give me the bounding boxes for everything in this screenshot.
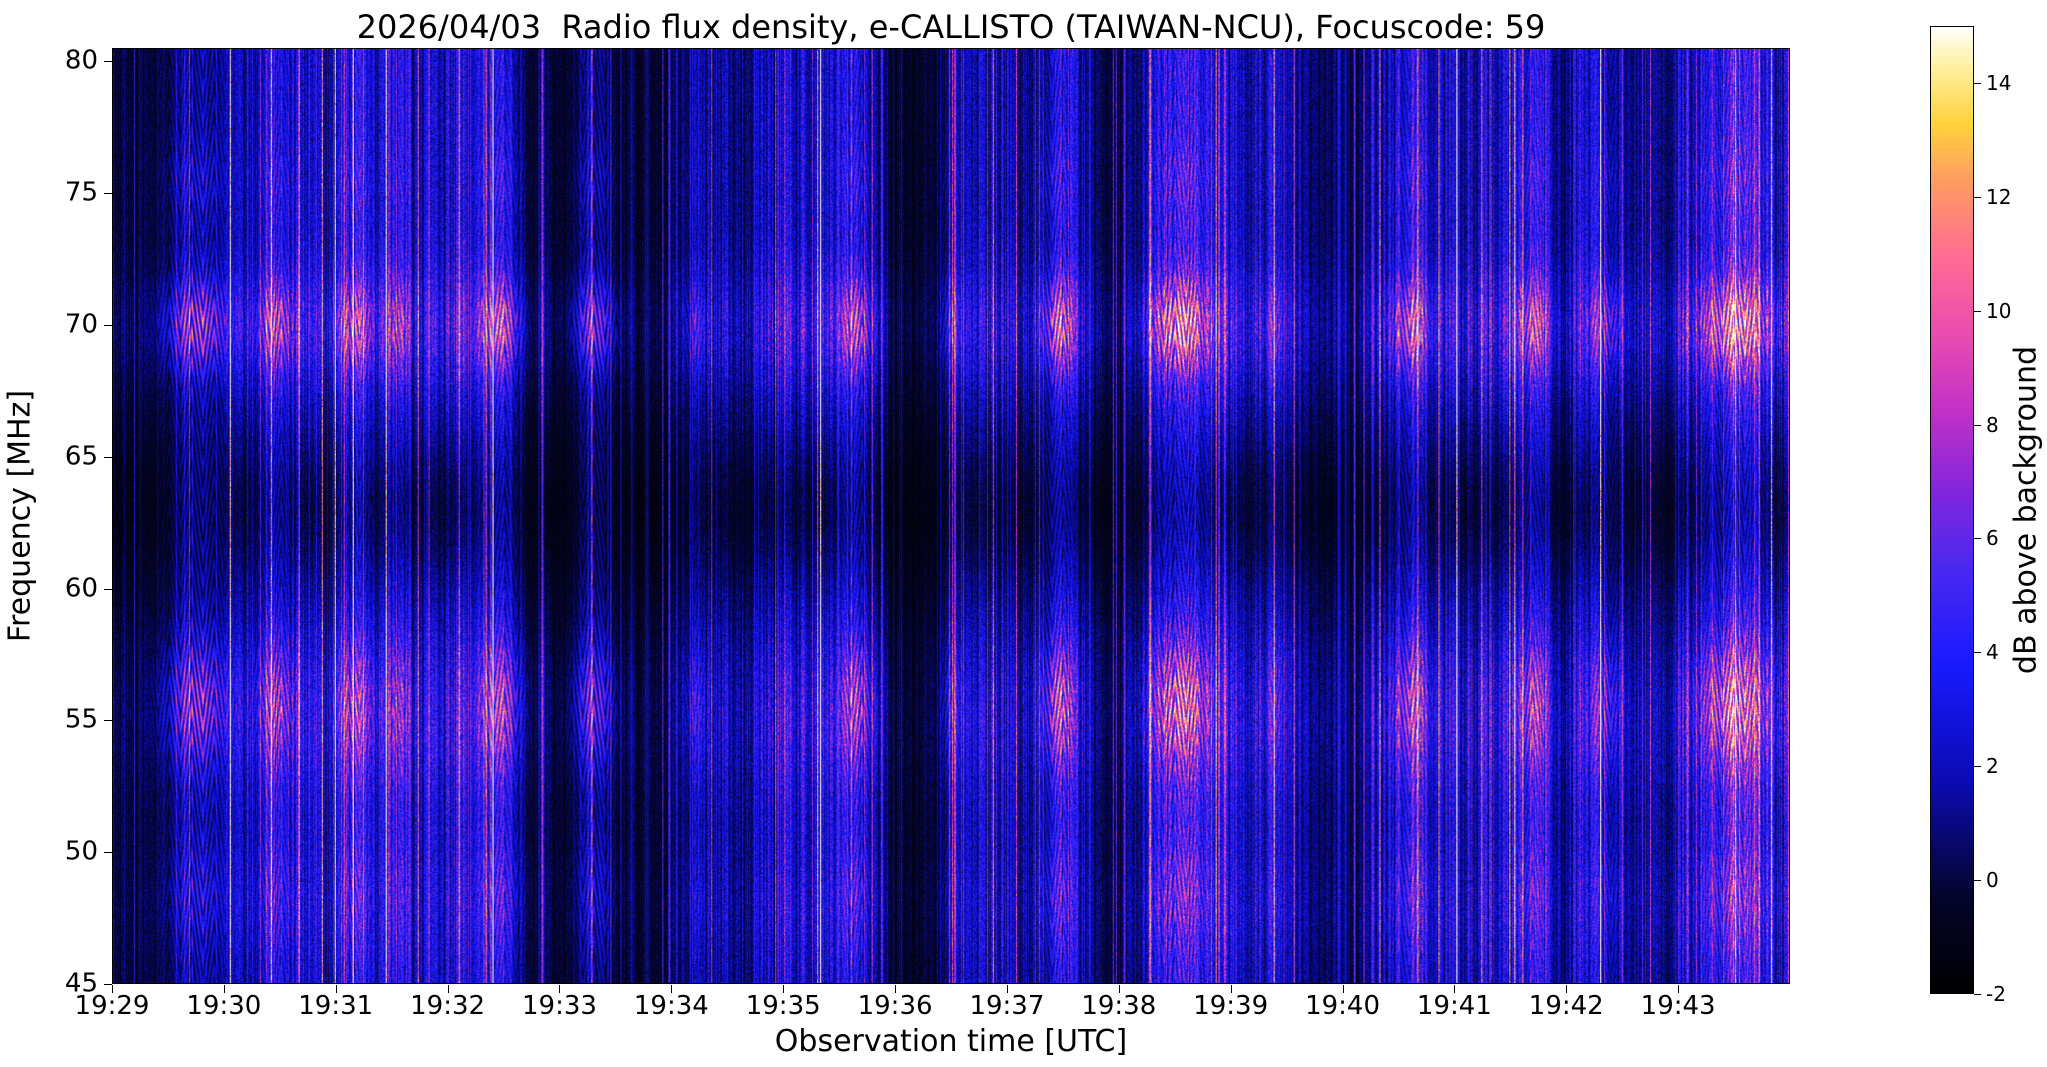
x-tick-mark	[1118, 985, 1120, 993]
colorbar-tick-mark	[1974, 652, 1981, 654]
y-tick-mark	[104, 193, 112, 194]
x-tick-label: 19:41	[1416, 991, 1492, 1021]
colorbar-tick-mark	[1974, 766, 1981, 768]
y-tick-label: 50	[64, 836, 98, 867]
y-tick-label: 55	[64, 705, 98, 736]
colorbar-tick-label: 0	[1986, 868, 1999, 893]
y-tick-label: 75	[64, 177, 98, 208]
y-tick-label: 70	[64, 309, 98, 340]
colorbar-tick-label: 14	[1986, 70, 2012, 95]
colorbar-tick-mark	[1974, 82, 1981, 84]
x-tick-mark	[223, 985, 225, 993]
x-tick-mark	[335, 985, 337, 993]
x-tick-mark	[1566, 985, 1568, 993]
colorbar-tick-label: 10	[1986, 298, 2012, 323]
plot-area	[112, 48, 1790, 984]
colorbar	[1930, 26, 1974, 994]
colorbar-tick-mark	[1974, 196, 1981, 198]
x-tick-mark	[1342, 985, 1344, 993]
y-tick-label: 60	[64, 573, 98, 604]
colorbar-tick-mark	[1974, 994, 1981, 995]
y-tick-label: 45	[64, 968, 98, 999]
x-tick-label: 19:36	[857, 991, 933, 1021]
y-axis-label: Frequency [MHz]	[2, 389, 38, 643]
colorbar-tick-label: 4	[1986, 640, 1999, 665]
x-tick-mark	[1006, 985, 1008, 993]
colorbar-tick-mark	[1974, 310, 1981, 312]
colorbar-tick-label: 8	[1986, 412, 1999, 437]
y-tick-label: 80	[64, 45, 98, 76]
x-tick-label: 19:38	[1081, 991, 1157, 1021]
x-tick-label: 19:39	[1193, 991, 1269, 1021]
x-tick-label: 19:43	[1640, 991, 1716, 1021]
x-tick-label: 19:32	[410, 991, 486, 1021]
y-tick-mark	[104, 588, 112, 590]
x-tick-label: 19:29	[74, 991, 150, 1021]
x-tick-mark	[112, 985, 113, 993]
y-tick-mark	[104, 720, 112, 722]
x-tick-label: 19:42	[1528, 991, 1604, 1021]
x-tick-label: 19:34	[633, 991, 709, 1021]
y-tick-mark	[104, 324, 112, 326]
y-tick-mark	[104, 456, 112, 458]
y-tick-label: 65	[64, 441, 98, 472]
x-tick-mark	[895, 985, 897, 993]
colorbar-tick-mark	[1974, 424, 1981, 426]
x-tick-mark	[447, 985, 449, 993]
colorbar-label: dB above background	[2008, 345, 2044, 675]
colorbar-gradient	[1931, 27, 1973, 993]
x-tick-mark	[1454, 985, 1456, 993]
x-tick-label: 19:40	[1305, 991, 1380, 1021]
y-tick-mark	[104, 984, 112, 985]
colorbar-tick-label: 2	[1986, 754, 1999, 779]
x-tick-label: 19:35	[745, 991, 821, 1021]
colorbar-tick-label: 12	[1986, 184, 2012, 209]
x-tick-label: 19:37	[969, 991, 1045, 1021]
spectrogram-canvas	[113, 49, 1789, 983]
colorbar-tick-mark	[1974, 538, 1981, 540]
x-tick-label: 19:30	[186, 991, 262, 1021]
colorbar-tick-mark	[1974, 880, 1981, 882]
x-tick-mark	[559, 985, 561, 993]
x-tick-mark	[1230, 985, 1232, 993]
chart-title: 2026/04/03 Radio flux density, e-CALLIST…	[356, 8, 1546, 46]
x-axis-label: Observation time [UTC]	[774, 1024, 1128, 1059]
colorbar-tick-label: 6	[1986, 526, 1999, 551]
x-tick-mark	[1678, 985, 1680, 993]
x-tick-label: 19:31	[298, 991, 374, 1021]
x-tick-mark	[783, 985, 785, 993]
y-tick-mark	[104, 61, 112, 63]
colorbar-tick-label: -2	[1986, 982, 2006, 1006]
y-tick-mark	[104, 852, 112, 854]
x-tick-label: 19:33	[521, 991, 597, 1021]
x-tick-mark	[671, 985, 673, 993]
